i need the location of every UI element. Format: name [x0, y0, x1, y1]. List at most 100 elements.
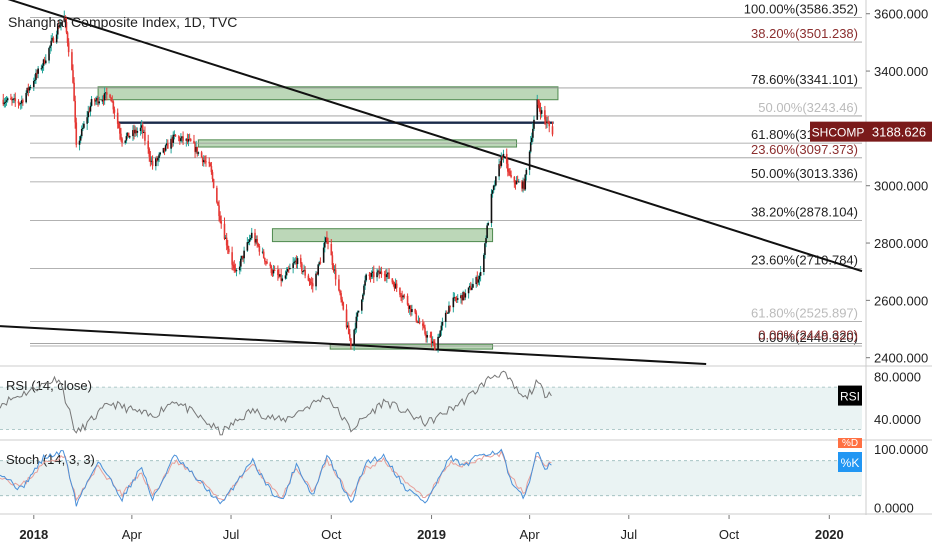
- candle-body: [378, 270, 381, 274]
- candle-body: [255, 239, 257, 243]
- candle-body: [319, 262, 322, 264]
- candle-body: [157, 157, 159, 161]
- candle-body: [248, 239, 251, 242]
- candle-body: [212, 179, 215, 188]
- candle-body: [144, 132, 146, 141]
- candle-body: [258, 246, 261, 252]
- candle-body: [78, 140, 81, 145]
- candle-body: [50, 40, 53, 46]
- candle-body: [19, 103, 22, 105]
- candle-body: [266, 261, 268, 264]
- candle-body: [477, 279, 480, 283]
- candle-body: [241, 255, 243, 259]
- candle-body: [233, 265, 236, 269]
- candle-body: [278, 275, 280, 277]
- candle-body: [392, 282, 395, 285]
- candle-body: [40, 68, 43, 70]
- candle-body: [301, 263, 303, 272]
- price-axis-label: 3000.000: [874, 179, 928, 194]
- candle-body: [12, 99, 14, 101]
- candle-body: [223, 223, 226, 239]
- stoch-band: [0, 460, 862, 496]
- rsi-band: [0, 387, 862, 430]
- candle-body: [547, 121, 549, 124]
- candle-body: [363, 285, 365, 295]
- candle-body: [257, 243, 260, 247]
- candle-body: [499, 164, 501, 166]
- candle-body: [406, 295, 409, 305]
- candle-body: [150, 160, 153, 162]
- candle-body: [113, 109, 116, 113]
- fib-level-label: 23.60%(3097.373): [751, 142, 858, 157]
- candle-body: [395, 283, 398, 288]
- candle-body: [388, 272, 390, 279]
- candle-body: [224, 237, 227, 239]
- candle-body: [391, 278, 394, 283]
- candle-body: [205, 161, 207, 163]
- candle-body: [27, 87, 30, 91]
- candle-body: [302, 271, 304, 273]
- candle-body: [444, 312, 447, 322]
- candle-body: [296, 258, 299, 265]
- price-axis-label: 3600.000: [874, 7, 928, 22]
- candle-body: [289, 267, 291, 270]
- price-axis-label: 2800.000: [874, 236, 928, 251]
- candle-body: [462, 292, 464, 301]
- trend-line: [7, 0, 863, 273]
- candle-body: [516, 180, 519, 182]
- candle-body: [334, 269, 337, 280]
- candle-body: [434, 342, 436, 351]
- candle-body: [544, 110, 546, 120]
- candle-body: [467, 287, 470, 294]
- candle-body: [180, 138, 182, 141]
- candle-body: [125, 136, 128, 141]
- candle-body: [498, 164, 500, 177]
- fib-level-label: 78.60%(3341.101): [751, 72, 858, 87]
- candle-body: [414, 309, 416, 313]
- time-axis-label: Apr: [520, 527, 541, 542]
- candle-body: [173, 134, 176, 136]
- candle-body: [379, 271, 382, 274]
- rsi-pane: 80.0000 40.0000 RSI (14, close) RSI: [0, 369, 921, 436]
- candle-body: [140, 125, 143, 128]
- candle-body: [86, 117, 88, 124]
- candle-body: [426, 335, 428, 338]
- candle-body: [417, 321, 420, 323]
- candle-body: [187, 139, 190, 142]
- candle-body: [318, 262, 321, 265]
- candle-body: [322, 247, 325, 263]
- candle-body: [83, 123, 85, 128]
- candle-body: [172, 134, 175, 143]
- candle-body: [525, 169, 528, 175]
- candle-body: [353, 329, 355, 346]
- candle-body: [188, 139, 191, 141]
- candle-body: [461, 295, 463, 301]
- candle-body: [2, 99, 5, 105]
- candle-body: [243, 250, 245, 259]
- candle-body: [279, 274, 281, 277]
- candle-body: [210, 166, 213, 173]
- candle-body: [101, 99, 104, 102]
- candle-body: [528, 151, 531, 170]
- candle-body: [370, 272, 373, 277]
- trend-line-layer: [0, 0, 863, 365]
- candle-body: [49, 45, 51, 49]
- candle-body: [472, 284, 474, 288]
- last-price-tag: [866, 121, 932, 142]
- candle-body: [220, 221, 223, 224]
- stoch-d-line: [0, 450, 552, 502]
- candle-body: [5, 100, 8, 102]
- support-resistance-zone: [271, 228, 494, 243]
- candle-body: [34, 79, 36, 82]
- stoch-axis-label: 100.0000: [874, 442, 928, 457]
- candle-body: [193, 140, 195, 144]
- candle-body: [453, 297, 456, 299]
- candle-body: [551, 126, 554, 135]
- candle-body: [330, 244, 333, 256]
- candle-body: [127, 132, 130, 138]
- candle-body: [393, 284, 396, 289]
- candle-body: [73, 82, 75, 102]
- candle-body: [155, 158, 157, 167]
- candle-body: [196, 146, 199, 154]
